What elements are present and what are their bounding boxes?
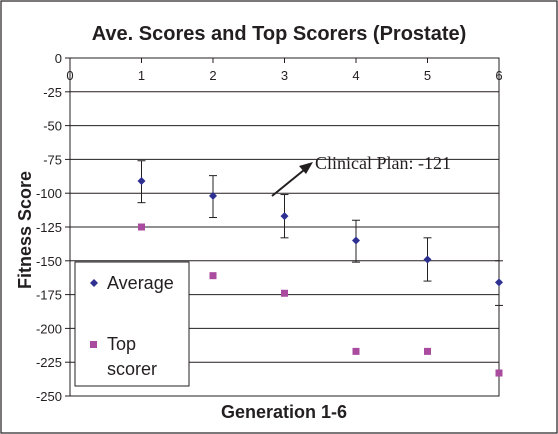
average-point bbox=[280, 212, 289, 221]
y-axis-title: Fitness Score bbox=[15, 171, 35, 289]
x-tick-label: 4 bbox=[352, 68, 359, 83]
top-scorer-point bbox=[281, 289, 288, 297]
chart-title: Ave. Scores and Top Scorers (Prostate) bbox=[92, 23, 467, 45]
annotation-label: Clinical Plan: -121 bbox=[315, 153, 451, 173]
y-tick-label: -175 bbox=[36, 288, 62, 303]
legend: Average Top scorer bbox=[74, 261, 190, 387]
x-tick-label: 6 bbox=[495, 68, 502, 83]
data-points bbox=[137, 177, 503, 377]
y-tick-label: -125 bbox=[36, 220, 62, 235]
top-scorer-point bbox=[495, 369, 503, 377]
legend-top-scorer-marker bbox=[90, 341, 97, 348]
y-tick-label: -75 bbox=[43, 152, 62, 167]
y-tick-label: -250 bbox=[36, 389, 62, 404]
average-point bbox=[137, 177, 146, 186]
legend-average-label: Average bbox=[107, 273, 174, 293]
annotation-arrow bbox=[271, 169, 305, 197]
top-scorer-point bbox=[138, 223, 145, 231]
annotation-arrow-head bbox=[299, 162, 313, 174]
y-tick-label: -150 bbox=[36, 254, 62, 269]
y-tick-label: -225 bbox=[36, 355, 62, 370]
x-tick-label: 3 bbox=[281, 68, 288, 83]
average-point bbox=[352, 236, 360, 245]
top-scorer-point bbox=[352, 347, 360, 355]
y-tick-label: -100 bbox=[36, 186, 62, 201]
y-tick-label: -25 bbox=[43, 85, 62, 100]
y-axis-ticks: 0 -25 -50 -75 -100 -125 -150 -175 -200 -225 -250 bbox=[36, 51, 70, 404]
y-tick-label: 0 bbox=[55, 51, 62, 66]
average-point bbox=[423, 255, 432, 264]
x-tick-label: 2 bbox=[209, 68, 216, 83]
x-tick-label: 0 bbox=[66, 68, 73, 83]
y-tick-label: -50 bbox=[43, 119, 62, 134]
x-axis-title: Generation 1-6 bbox=[221, 402, 347, 422]
average-point bbox=[495, 278, 503, 287]
legend-top-scorer-label-line1: Top bbox=[107, 334, 136, 354]
x-axis-ticks: 0 1 2 3 4 5 6 bbox=[66, 58, 503, 83]
x-tick-label: 5 bbox=[424, 68, 431, 83]
legend-average-marker bbox=[90, 279, 98, 287]
average-point bbox=[209, 191, 217, 200]
error-bars bbox=[137, 160, 503, 306]
legend-top-scorer-label-line2: scorer bbox=[107, 359, 157, 379]
x-tick-label: 1 bbox=[138, 68, 145, 83]
top-scorer-point bbox=[424, 347, 431, 355]
top-scorer-point bbox=[209, 272, 217, 280]
y-tick-label: -200 bbox=[36, 321, 62, 336]
